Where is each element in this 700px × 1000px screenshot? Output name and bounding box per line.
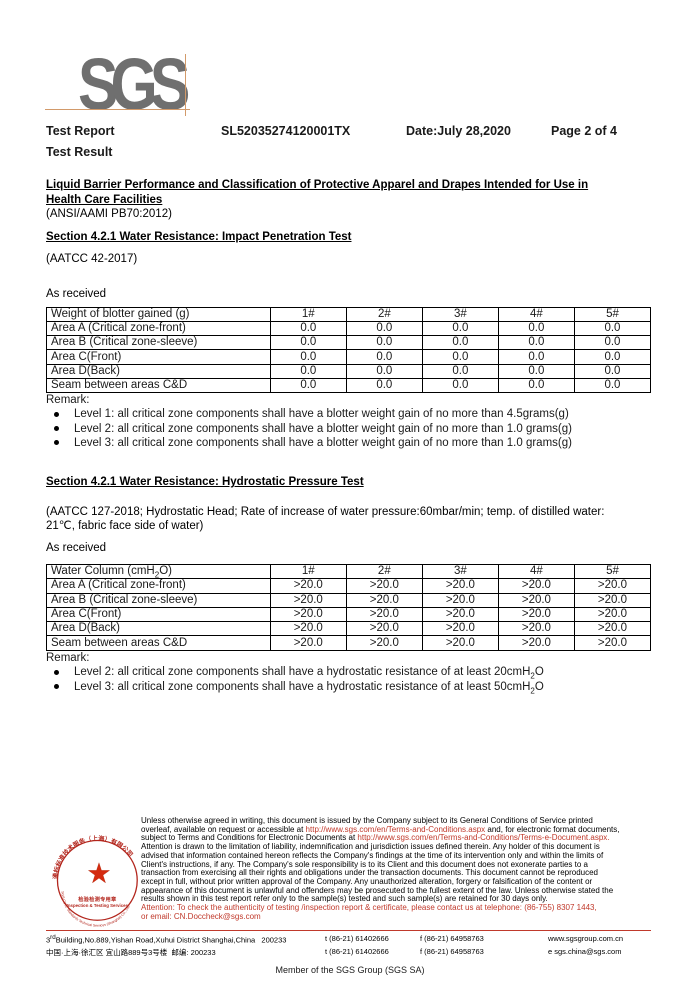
svg-text:检验检测专用章: 检验检测专用章 <box>78 894 117 902</box>
svg-text:Inspection & Testing Services: Inspection & Testing Services <box>66 903 128 908</box>
